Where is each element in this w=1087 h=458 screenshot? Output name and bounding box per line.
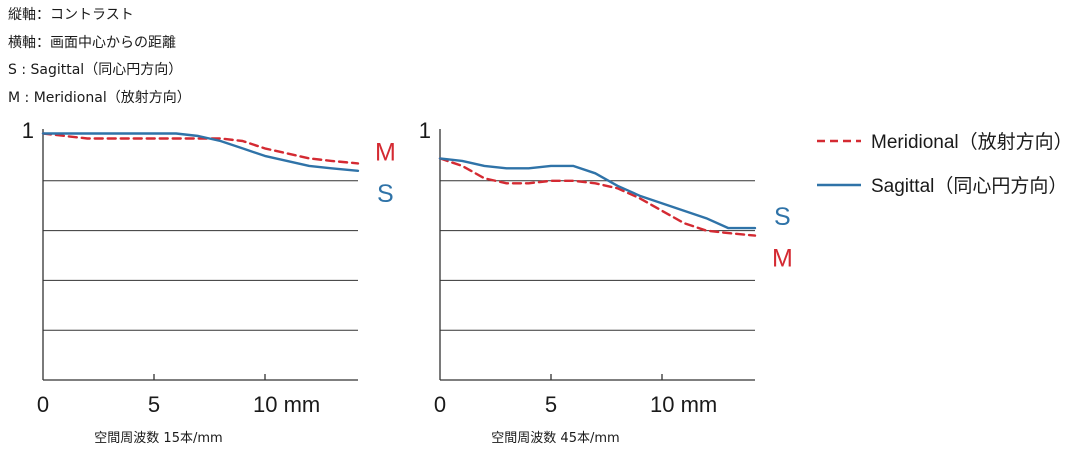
mtf-chart-15lpmm: 0 5 10 mm 1 空間周波数 15本/mm MS <box>22 118 396 446</box>
note-vertical-axis: 縦軸：コントラスト <box>8 7 134 23</box>
meridional-line <box>438 157 757 237</box>
sagittal-end-label: S <box>774 203 791 231</box>
sagittal-end-label: S <box>377 180 394 208</box>
x-axis-title: 空間周波数 45本/mm <box>491 431 619 446</box>
x-tick-label: 0 <box>434 392 446 417</box>
x-tick-label: 10 mm <box>253 392 320 417</box>
mtf-chart-45lpmm: 0 5 10 mm 1 空間周波数 45本/mm MS <box>419 118 793 446</box>
y-tick-label: 1 <box>22 118 34 143</box>
note-horizontal-axis: 横軸：画面中心からの距離 <box>8 34 176 51</box>
x-tick-label: 5 <box>148 392 160 417</box>
y-tick-label: 1 <box>419 118 431 143</box>
x-tick-label: 5 <box>545 392 557 417</box>
note-sagittal: S : Sagittal（同心円方向） <box>8 62 183 78</box>
note-meridional: M : Meridional（放射方向） <box>8 89 191 106</box>
meridional-end-label: M <box>772 245 793 273</box>
x-tick-label: 10 mm <box>650 392 717 417</box>
x-axis-title: 空間周波数 15本/mm <box>94 431 222 446</box>
meridional-line <box>41 132 360 165</box>
sagittal-line <box>438 157 757 230</box>
sagittal-line <box>41 132 360 173</box>
meridional-end-label: M <box>375 138 396 166</box>
legend-meridional-label: Meridional（放射方向） <box>871 131 1073 153</box>
notes-block: 縦軸：コントラスト 横軸：画面中心からの距離 S : Sagittal（同心円方… <box>8 2 191 112</box>
legend-sagittal-label: Sagittal（同心円方向） <box>871 175 1067 197</box>
x-tick-label: 0 <box>37 392 49 417</box>
legend: Meridional（放射方向） Sagittal（同心円方向） <box>817 131 1073 197</box>
